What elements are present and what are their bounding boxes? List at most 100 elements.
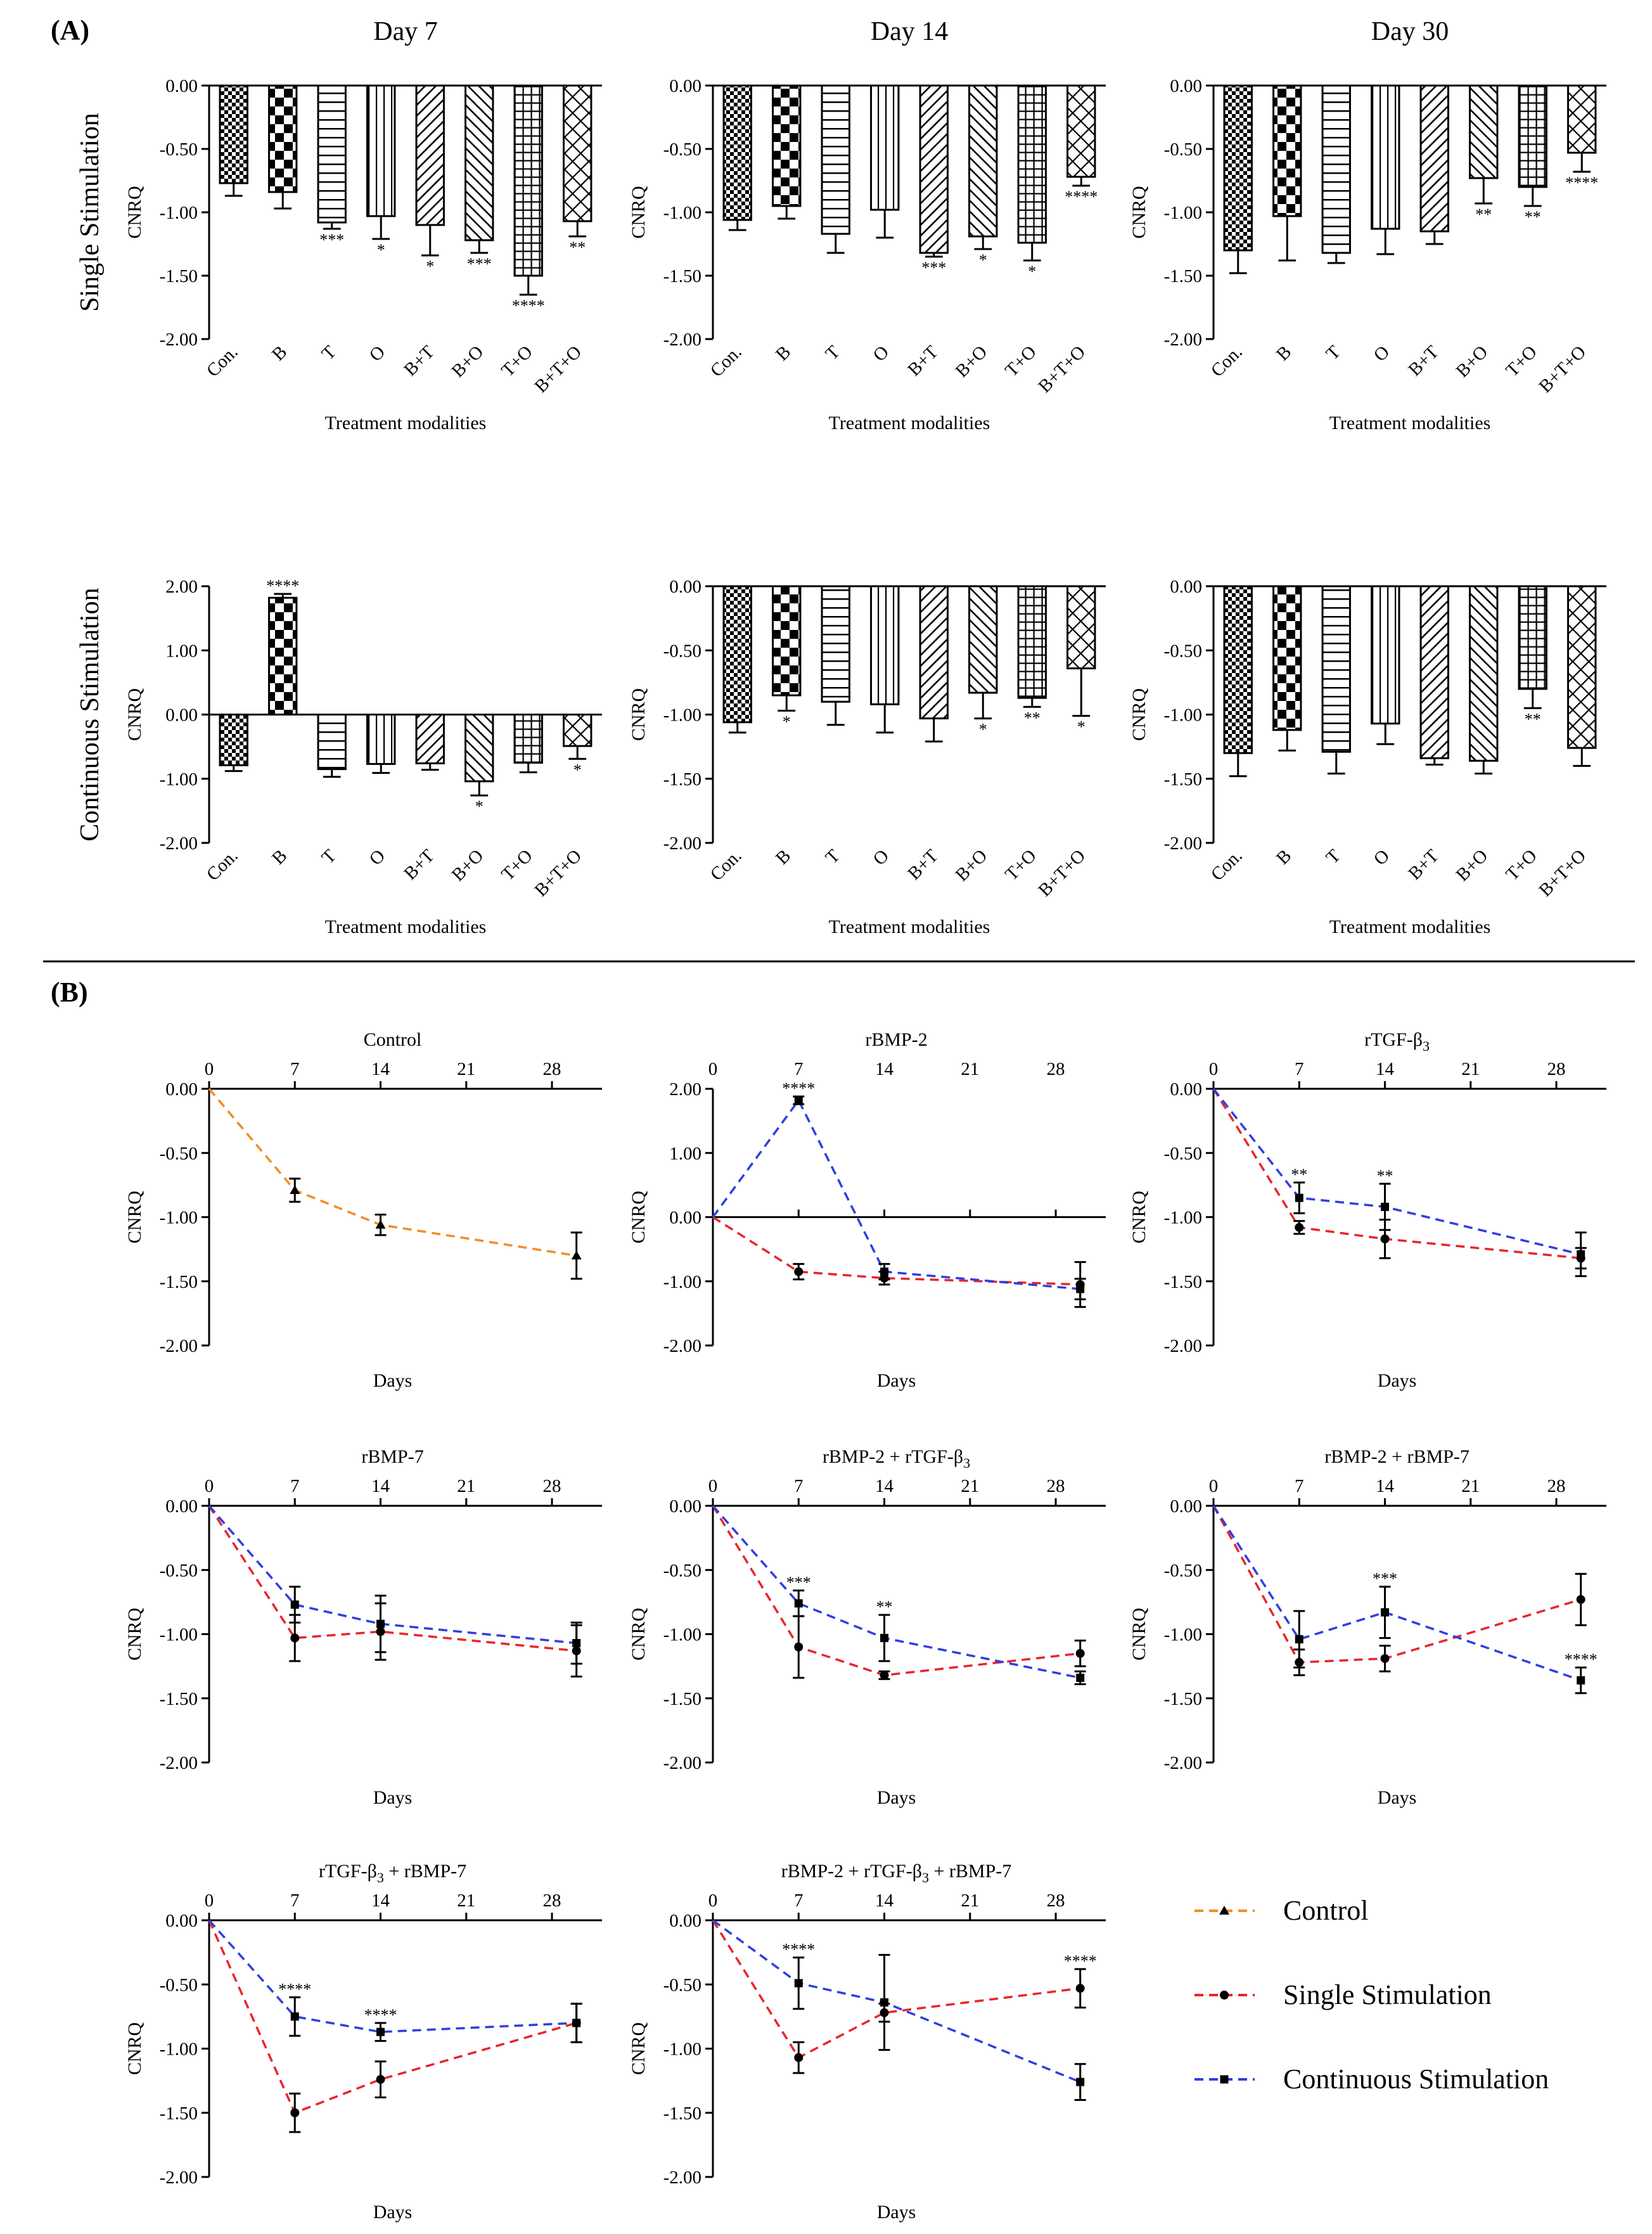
y-axis-label: CNRQ [628,186,649,239]
y-tick-label: -1.50 [1164,266,1202,286]
y-tick-label: -2.00 [160,1336,198,1356]
bar [1066,585,1096,670]
x-tick-label: 7 [290,1891,300,1911]
bar [317,84,347,224]
bar [464,714,494,783]
x-tick-label: B+T [904,845,942,884]
data-point [1076,1673,1085,1682]
y-tick-label: -2.00 [663,833,701,854]
x-tick-label: T+O [1001,845,1041,885]
x-tick-label: 14 [1376,1059,1395,1079]
x-tick-label: 0 [708,1891,718,1911]
series-line [208,1920,577,2114]
chart-title: rBMP-2 [865,1029,927,1050]
line-chart-B-control: Control 0 7 14 21 28 0.00 -0.50 -1.00 -1.50 -2.00 C… [124,1029,602,1391]
y-tick-label: 0.00 [165,705,198,726]
significance-label: * [426,257,434,276]
significance-label: ** [1525,710,1541,728]
y-tick-label: -0.50 [160,1560,198,1581]
significance-label: *** [921,259,946,277]
y-tick-label: -1.00 [663,705,701,726]
x-axis-label: Days [373,1787,413,1808]
data-point [1219,1906,1229,1915]
y-tick-label: -1.00 [160,1625,198,1645]
data-point [290,1184,300,1194]
y-tick-label: -1.00 [160,769,198,790]
bar [772,585,802,697]
x-tick-label: T+O [1502,845,1541,885]
bar-chart-A-single-d14: Day 14 Con. B T O *** B+T * B+O * T+O **** B+T+O 0.00… [628,17,1106,433]
line-chart-B-bmp2-bmp7: rBMP-2 + rBMP-7 0 7 14 21 28 0.00 -0.50 -1.00 -1.… [1129,1446,1606,1808]
x-tick-label: 14 [1376,1476,1395,1496]
series-line [208,1505,577,1652]
x-tick-label: 21 [457,1476,475,1496]
significance-label: ** [569,238,586,257]
x-axis-label: Treatment modalities [1329,916,1491,937]
y-tick-label: -0.50 [160,1143,198,1164]
data-point [290,1633,300,1643]
series-line [1212,1088,1581,1260]
legend-label: Continuous Stimulation [1283,2064,1549,2095]
x-tick-label: 0 [708,1476,718,1496]
data-point [880,1998,889,2007]
chart-title-main: rBMP-2 + rBMP-7 [1324,1446,1470,1467]
bar [919,585,949,720]
x-tick-label: B [772,845,795,868]
significance-label: * [1077,718,1085,736]
bar [1272,84,1302,217]
x-tick-label: 21 [1461,1476,1480,1496]
bar-chart-A-single-d7: Day 7 Single Stimulation Con. B *** T * O * B+T **… [75,17,602,433]
data-point [880,1268,889,1276]
bar [1419,84,1449,233]
bar [919,84,949,254]
line-chart-B-rtgfb3: rTGF-β3 0 7 14 21 28 0.00 -0.50 -1.00 -1.50 -2.00 C… [1129,1029,1606,1391]
significance-label: * [377,241,385,259]
x-axis-label: Treatment modalities [829,413,990,433]
chart-title: rBMP-2 + rTGF-β3 [823,1446,970,1471]
x-axis-label: Days [877,1370,916,1391]
bar [1371,84,1400,230]
bar [968,84,998,238]
bar [268,84,298,193]
x-tick-label: 7 [794,1891,804,1911]
line-chart-B-bmp2-tgfb3: rBMP-2 + rTGF-β3 0 7 14 21 28 0.00 -0.50 -1.00 -1… [628,1446,1106,1808]
significance-label: **** [1064,1952,1097,1970]
bar [1321,84,1351,254]
y-tick-label: 0.00 [165,1079,198,1100]
y-tick-label: -1.00 [1164,1625,1202,1645]
y-tick-label: -0.50 [663,139,701,160]
y-tick-label: 0.00 [669,1208,701,1228]
significance-label: **** [1565,174,1598,192]
x-tick-label: Con. [203,342,242,381]
y-tick-label: 1.00 [165,641,198,661]
y-axis-label: CNRQ [628,1190,649,1243]
series-line [1212,1505,1582,1664]
x-tick-label: Con. [707,342,746,381]
significance-label: **** [278,1980,311,1999]
y-tick-label: 0.00 [1170,577,1202,597]
bar [1272,585,1302,731]
y-axis-label: CNRQ [1129,186,1149,239]
x-tick-label: B+T [400,845,439,884]
y-tick-label: 0.00 [165,1911,198,1931]
y-tick-label: -2.00 [160,1753,198,1773]
y-tick-label: -1.50 [160,1689,198,1709]
data-point [1381,1608,1390,1617]
y-tick-label: -1.00 [1164,1208,1202,1228]
bar [722,585,752,724]
data-point [290,2108,300,2117]
bar [1518,585,1547,690]
y-tick-label: -2.00 [160,330,198,350]
x-tick-label: B+T+O [1535,342,1590,397]
y-tick-label: -2.00 [663,1753,701,1773]
x-tick-label: 28 [543,1059,561,1079]
series-line [1212,1088,1582,1255]
x-tick-label: 21 [457,1891,475,1911]
chart-title: rBMP-2 + rBMP-7 [1324,1446,1470,1467]
series-line [712,1098,1080,1290]
x-tick-label: B+T [400,342,439,380]
significance-label: * [979,251,987,269]
data-point [572,1639,581,1648]
x-tick-label: 7 [1295,1476,1304,1496]
y-tick-label: -0.50 [160,139,198,160]
